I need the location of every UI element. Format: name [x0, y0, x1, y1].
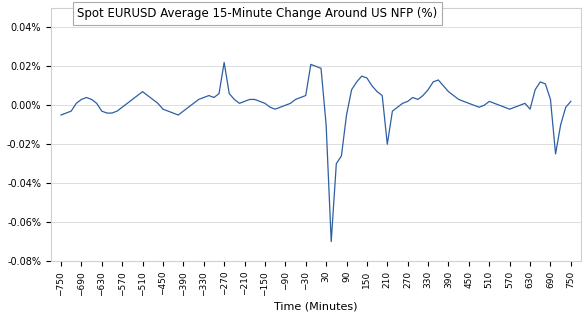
X-axis label: Time (Minutes): Time (Minutes): [274, 301, 358, 311]
Text: Spot EURUSD Average 15-Minute Change Around US NFP (%): Spot EURUSD Average 15-Minute Change Aro…: [77, 7, 437, 20]
